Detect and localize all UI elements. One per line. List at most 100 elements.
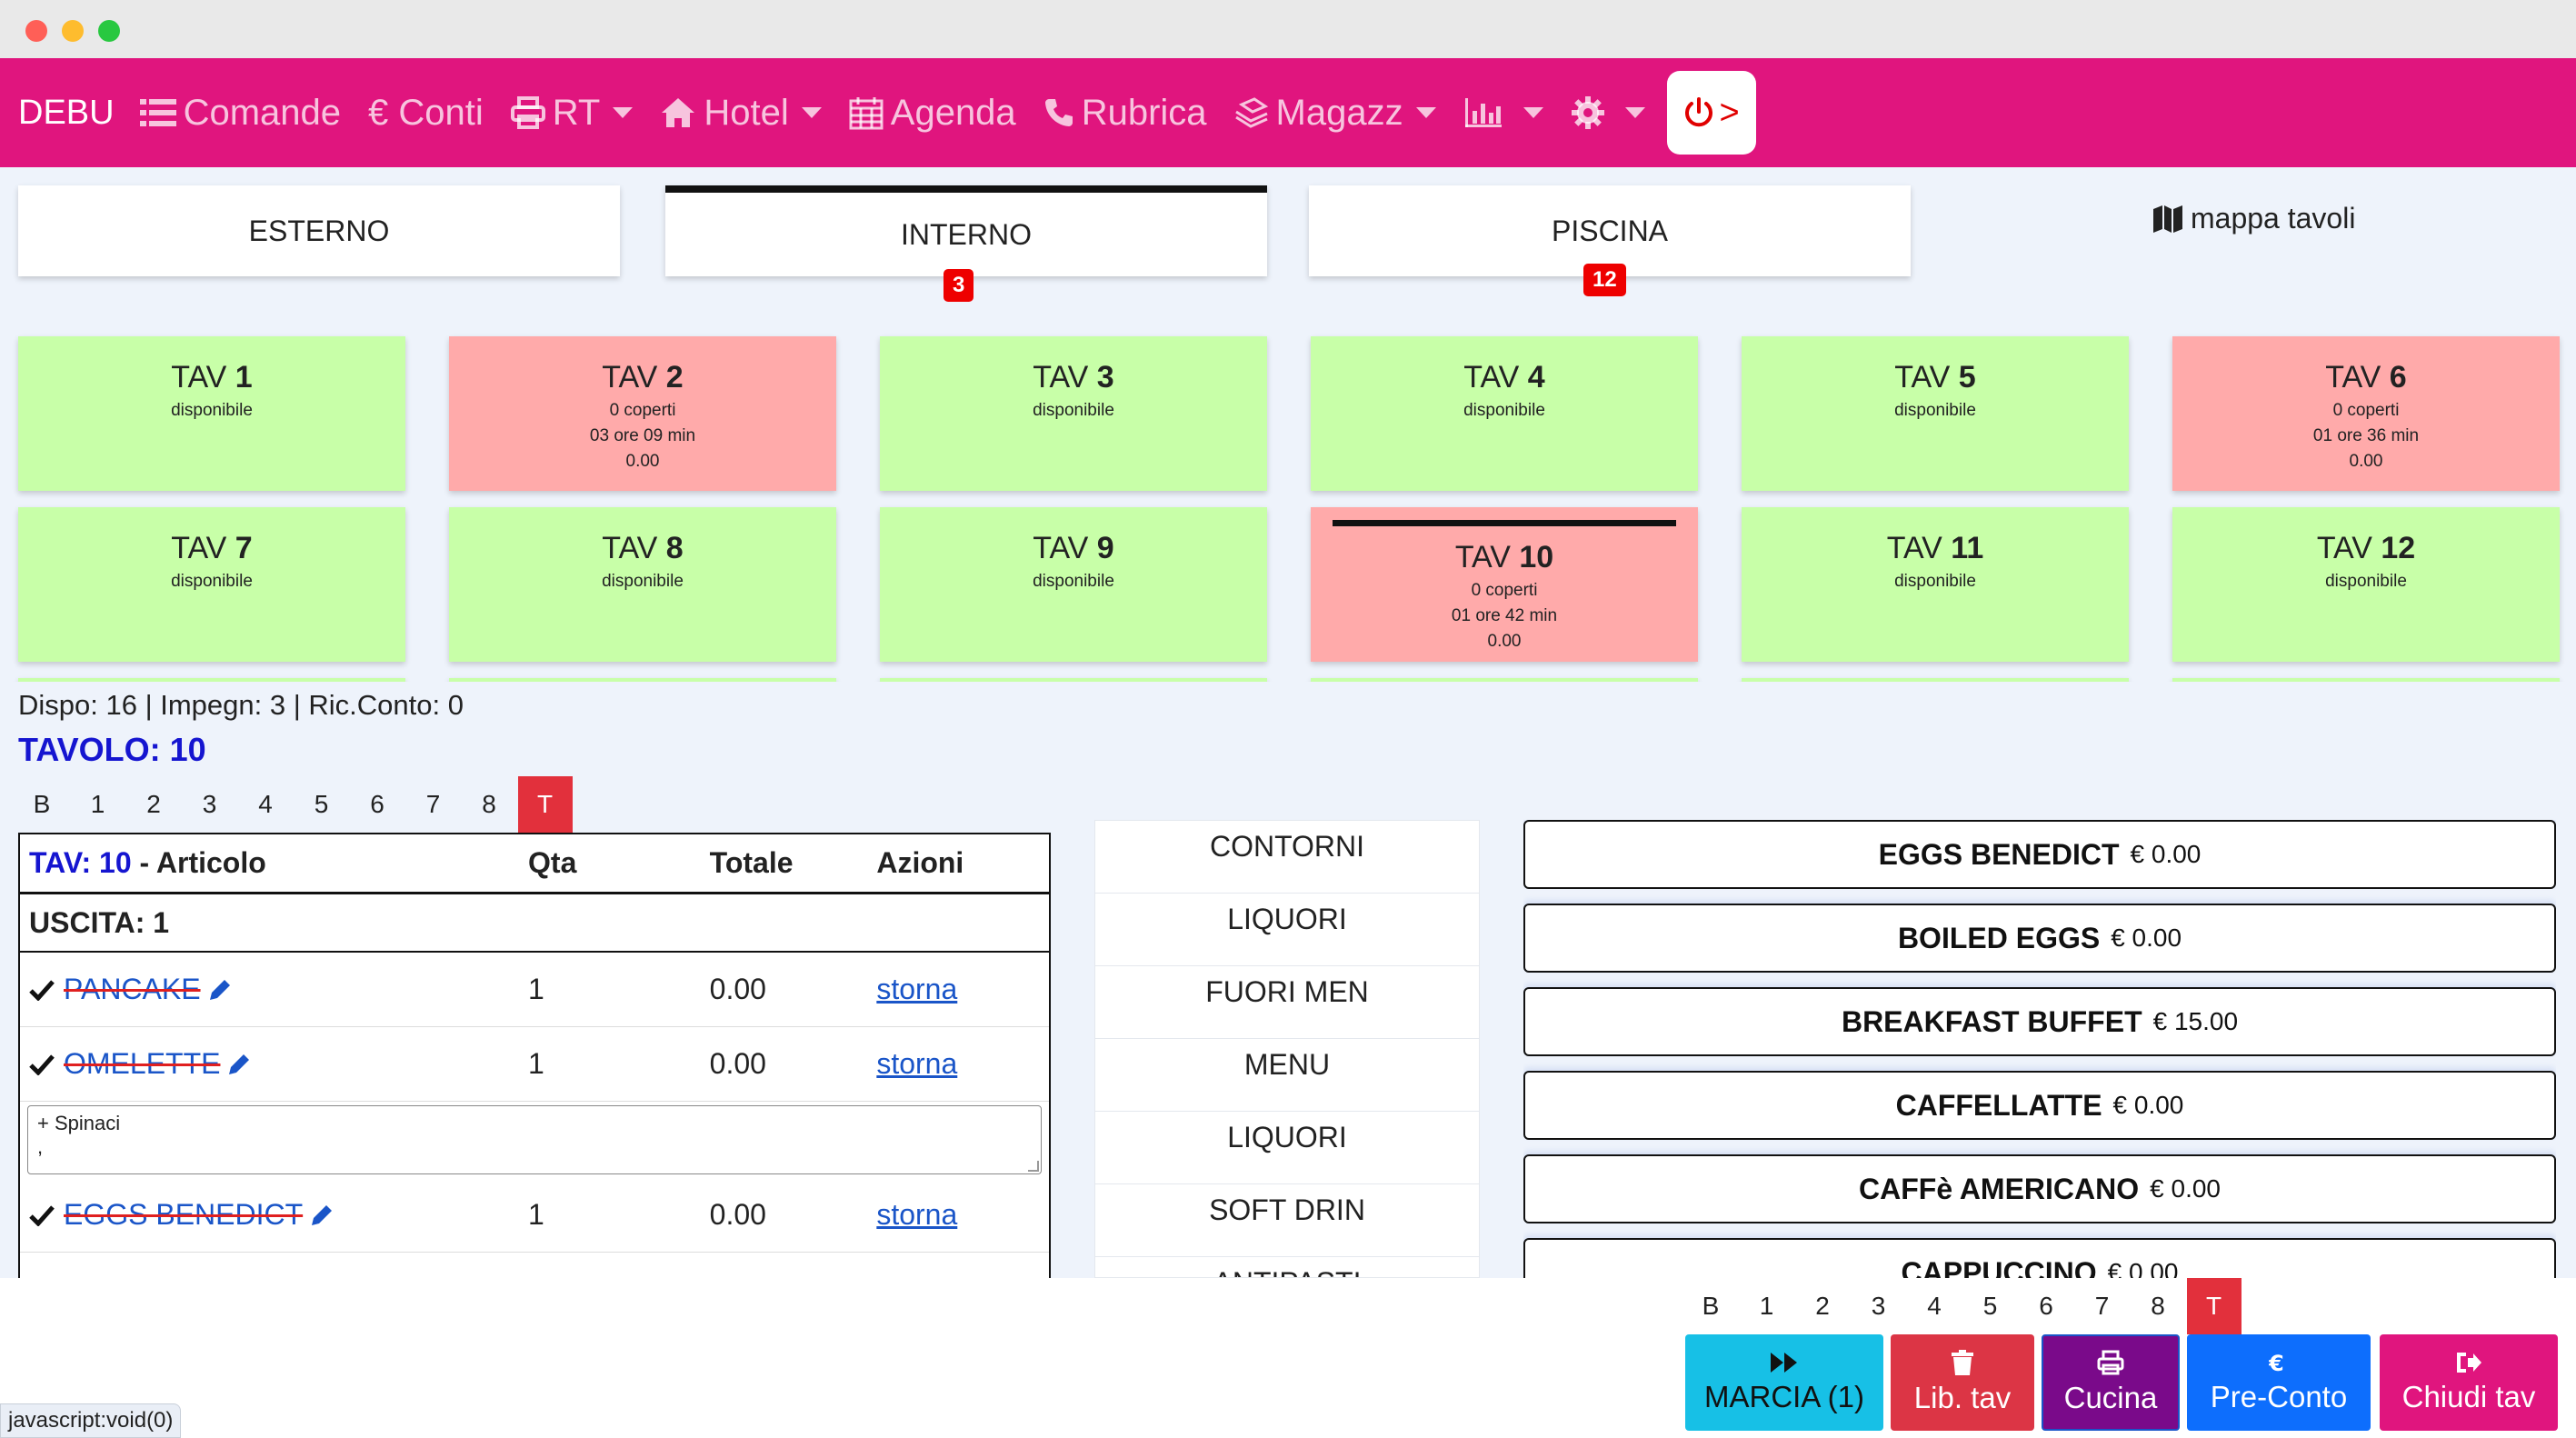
table-card-2[interactable]: TAV 2 0 coperti 03 ore 09 min 0.00 [449,336,836,491]
table-status: disponibile [602,572,684,591]
chiudi-tav-button[interactable]: Chiudi tav [2380,1334,2558,1431]
chevron-down-icon [1523,107,1543,118]
table-time: 01 ore 42 min [1451,606,1558,625]
storna-link[interactable]: storna [876,973,958,1005]
course-tab-t[interactable]: T [2186,1278,2242,1334]
minimize-window-button[interactable] [62,20,84,42]
nav-comande[interactable]: Comande [139,93,341,134]
course-tab-7[interactable]: 7 [2094,1292,2110,1320]
course-tab-2[interactable]: 2 [146,790,161,818]
course-tab-3[interactable]: 3 [202,790,217,818]
calendar-icon [849,97,884,130]
course-tab-7[interactable]: 7 [425,790,441,818]
order-item-name: EGGS BENEDICT [64,1198,304,1231]
table-card-partial[interactable] [880,678,1267,682]
course-tab-6[interactable]: 6 [2039,1292,2053,1320]
nav-conti[interactable]: € Conti [368,93,484,134]
category-item[interactable]: LIQUORI [1095,894,1479,966]
course-tab-1[interactable]: 1 [1759,1292,1774,1320]
table-card-4[interactable]: TAV 4 disponibile [1311,336,1698,491]
course-tab-5[interactable]: 5 [1982,1292,1998,1320]
phone-icon [1044,99,1073,126]
room-tab-esterno[interactable]: ESTERNO [18,185,620,276]
category-item[interactable]: SOFT DRIN [1095,1184,1479,1257]
table-coperti: 0 coperti [609,401,676,420]
table-card-11[interactable]: TAV 11 disponibile [1742,507,2129,662]
table-card-partial[interactable] [1742,678,2129,682]
close-window-button[interactable] [25,20,47,42]
room-tab-piscina[interactable]: PISCINA [1309,185,1911,276]
course-tab-1[interactable]: 1 [90,790,105,818]
table-card-partial[interactable] [1311,678,1698,682]
table-name: TAV 5 [1894,360,1976,394]
table-card-9[interactable]: TAV 9 disponibile [880,507,1267,662]
course-tab-2[interactable]: 2 [1815,1292,1830,1320]
logout-button[interactable]: > [1666,71,1756,155]
course-tab-t[interactable]: T [517,776,573,833]
nav-stats[interactable] [1463,96,1543,129]
pencil-icon[interactable] [206,976,234,1004]
table-card-partial[interactable] [18,678,405,682]
order-item-total: 0.00 [709,973,766,1005]
category-item[interactable]: CONTORNI [1095,821,1479,894]
table-card-partial[interactable] [2172,678,2560,682]
table-status: disponibile [171,572,253,591]
table-card-3[interactable]: TAV 3 disponibile [880,336,1267,491]
table-card-8[interactable]: TAV 8 disponibile [449,507,836,662]
marcia-button[interactable]: MARCIA (1) [1685,1334,1883,1431]
product-button[interactable]: BREAKFAST BUFFET € 15.00 [1523,987,2556,1056]
table-card-7[interactable]: TAV 7 disponibile [18,507,405,662]
course-tab-6[interactable]: 6 [370,790,384,818]
maximize-window-button[interactable] [98,20,120,42]
product-button[interactable]: EGGS BENEDICT € 0.00 [1523,820,2556,889]
order-item-name: OMELETTE [64,1047,221,1080]
table-status: disponibile [1463,401,1545,420]
nav-magazz[interactable]: Magazz [1234,93,1436,134]
nav-agenda[interactable]: Agenda [849,93,1016,134]
table-card-1[interactable]: TAV 1 disponibile [18,336,405,491]
table-card-6[interactable]: TAV 6 0 coperti 01 ore 36 min 0.00 [2172,336,2560,491]
nav-conti-label: € Conti [368,92,484,133]
category-item[interactable]: ANTIPASTI [1095,1257,1479,1277]
category-item[interactable]: LIQUORI [1095,1112,1479,1184]
table-status: disponibile [171,401,253,420]
course-tab-3[interactable]: 3 [1871,1292,1886,1320]
pre-conto-button[interactable]: € Pre-Conto [2187,1334,2371,1431]
nav-settings[interactable] [1571,95,1645,130]
resize-handle-icon[interactable] [1028,1161,1039,1172]
nav-rubrica-label: Rubrica [1081,92,1207,133]
category-item[interactable]: FUORI MEN [1095,966,1479,1039]
course-tab-8[interactable]: 8 [482,790,496,818]
course-tab-4[interactable]: 4 [1927,1292,1942,1320]
lib-tav-button[interactable]: Lib. tav [1891,1334,2034,1431]
product-button[interactable]: CAFFELLATTE € 0.00 [1523,1071,2556,1140]
product-button[interactable]: BOILED EGGS € 0.00 [1523,904,2556,973]
course-tab-4[interactable]: 4 [258,790,273,818]
course-tab-b[interactable]: B [33,790,51,818]
storna-link[interactable]: storna [876,1198,958,1231]
cucina-button[interactable]: Cucina [2042,1334,2180,1431]
table-card-10[interactable]: TAV 10 0 coperti 01 ore 42 min 0.00 [1311,507,1698,662]
table-card-partial[interactable] [449,678,836,682]
product-button[interactable]: CAPPUCCINO € 0.00 [1523,1238,2556,1278]
check-icon [29,1204,55,1226]
course-tab-b[interactable]: B [1702,1292,1720,1320]
storna-link[interactable]: storna [876,1047,958,1080]
product-button[interactable]: CAFFè AMERICANO € 0.00 [1523,1154,2556,1223]
nav-rubrica[interactable]: Rubrica [1043,93,1207,134]
map-link[interactable]: mappa tavoli [2152,202,2355,235]
pencil-icon[interactable] [308,1202,335,1229]
room-tab-interno[interactable]: INTERNO [665,185,1267,276]
item-note-textarea[interactable]: + Spinaci , [27,1105,1042,1174]
chevron-down-icon [613,107,634,118]
course-tab-5[interactable]: 5 [314,790,329,818]
pencil-icon[interactable] [225,1051,253,1078]
nav-hotel[interactable]: Hotel [660,93,822,134]
table-name: TAV 11 [1886,531,1984,565]
category-item[interactable]: MENU [1095,1039,1479,1112]
table-card-12[interactable]: TAV 12 disponibile [2172,507,2560,662]
table-card-5[interactable]: TAV 5 disponibile [1742,336,2129,491]
brand[interactable]: DEBU [18,93,115,132]
nav-rt[interactable]: RT [510,93,634,134]
course-tab-8[interactable]: 8 [2151,1292,2165,1320]
